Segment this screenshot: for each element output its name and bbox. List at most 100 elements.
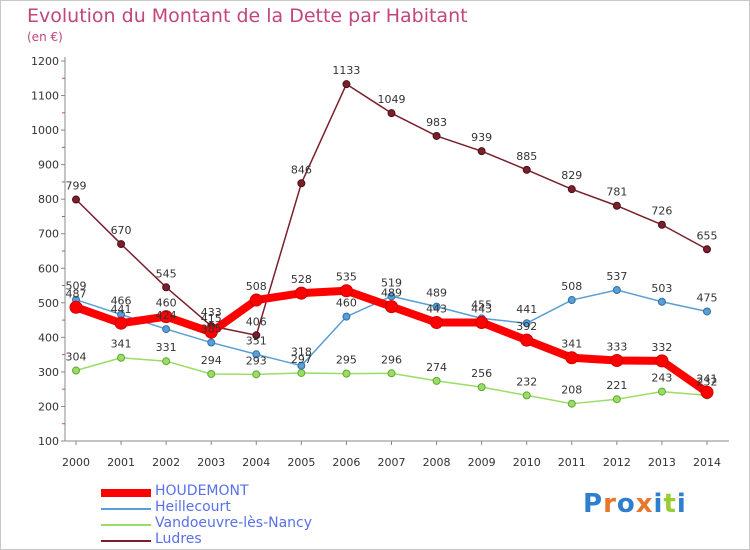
data-label-heillecourt: 351	[246, 334, 267, 347]
data-label-heillecourt: 489	[426, 287, 447, 300]
data-point-vandoeuvre-l-s-nancy	[567, 399, 576, 408]
data-point-houdemont	[700, 385, 714, 399]
data-point-heillecourt	[567, 296, 576, 305]
data-label-houdemont: 341	[561, 338, 582, 351]
proxiti-logo: Proxiti	[583, 489, 687, 519]
data-point-vandoeuvre-l-s-nancy	[612, 395, 621, 404]
y-tick-label: 200	[38, 400, 59, 413]
data-label-ludres: 829	[561, 169, 582, 182]
data-label-heillecourt: 537	[606, 270, 627, 283]
data-label-houdemont: 528	[291, 273, 312, 286]
data-point-houdemont	[204, 325, 218, 339]
data-point-ludres	[117, 240, 126, 249]
x-tick-label: 2000	[62, 456, 90, 469]
data-point-ludres	[522, 165, 531, 174]
x-tick-label: 2010	[513, 456, 541, 469]
data-point-houdemont	[385, 300, 398, 314]
data-point-ludres	[703, 245, 711, 254]
data-point-heillecourt	[297, 361, 306, 370]
data-point-houdemont	[610, 354, 624, 368]
data-point-heillecourt	[252, 350, 261, 359]
data-point-houdemont	[159, 310, 173, 324]
data-label-houdemont: 441	[111, 303, 132, 316]
data-point-ludres	[612, 201, 621, 210]
x-tick-label: 2014	[693, 456, 721, 469]
legend-swatch-vandoeuvre-l-s-nancy	[101, 524, 151, 526]
data-point-houdemont	[339, 284, 353, 298]
data-label-houdemont: 487	[66, 287, 87, 300]
data-point-vandoeuvre-l-s-nancy	[162, 357, 171, 366]
data-point-ludres	[342, 80, 351, 89]
data-label-heillecourt: 466	[111, 295, 132, 308]
data-point-houdemont	[430, 316, 444, 330]
data-label-heillecourt: 441	[516, 303, 537, 316]
x-tick-label: 2007	[378, 456, 406, 469]
data-point-heillecourt	[522, 319, 531, 328]
x-tick-label: 2011	[558, 456, 586, 469]
legend-swatch-heillecourt	[101, 508, 151, 510]
y-tick-label: 400	[38, 331, 59, 344]
data-label-vandoeuvre-l-s-nancy: 297	[291, 353, 312, 366]
x-tick-label: 2006	[332, 456, 360, 469]
legend-swatch-houdemont	[101, 489, 151, 497]
data-label-vandoeuvre-l-s-nancy: 294	[201, 354, 222, 367]
logo-letter: i	[676, 489, 687, 519]
data-label-heillecourt: 509	[66, 280, 87, 293]
data-point-houdemont	[249, 293, 263, 307]
data-label-ludres: 983	[426, 116, 447, 129]
data-label-houdemont: 241	[697, 372, 718, 385]
data-point-vandoeuvre-l-s-nancy	[387, 369, 396, 378]
data-point-vandoeuvre-l-s-nancy	[207, 369, 216, 378]
data-label-vandoeuvre-l-s-nancy: 232	[516, 375, 537, 388]
x-tick-label: 2012	[603, 456, 631, 469]
legend-label-vandoeuvre-l-s-nancy: Vandoeuvre-lès-Nancy	[155, 515, 313, 531]
data-point-vandoeuvre-l-s-nancy	[522, 391, 531, 400]
data-point-houdemont	[655, 354, 669, 368]
data-label-heillecourt: 424	[156, 309, 177, 322]
plot-area	[65, 57, 729, 441]
data-label-vandoeuvre-l-s-nancy: 243	[651, 372, 672, 385]
data-point-ludres	[72, 195, 80, 204]
data-label-vandoeuvre-l-s-nancy: 256	[471, 367, 492, 380]
data-point-houdemont	[114, 316, 128, 330]
y-tick-label: 700	[38, 228, 59, 241]
data-label-ludres: 939	[471, 131, 492, 144]
logo-letter: o	[616, 489, 636, 519]
data-point-heillecourt	[162, 325, 171, 334]
x-tick-label: 2013	[648, 456, 676, 469]
data-label-houdemont: 443	[471, 303, 492, 316]
data-label-vandoeuvre-l-s-nancy: 274	[426, 361, 447, 374]
y-tick-label: 900	[38, 159, 59, 172]
chart-title: Evolution du Montant de la Dette par Hab…	[27, 5, 468, 27]
y-tick-label: 1100	[31, 90, 59, 103]
data-label-ludres: 545	[156, 267, 177, 280]
legend-label-houdemont: HOUDEMONT	[155, 483, 249, 499]
x-tick-label: 2009	[468, 456, 496, 469]
data-point-ludres	[162, 283, 171, 292]
data-label-vandoeuvre-l-s-nancy: 304	[66, 351, 87, 364]
data-point-heillecourt	[432, 302, 441, 311]
data-label-ludres: 846	[291, 163, 312, 176]
data-point-ludres	[657, 220, 666, 229]
data-label-vandoeuvre-l-s-nancy: 295	[336, 354, 357, 367]
data-label-heillecourt: 503	[651, 282, 672, 295]
data-label-heillecourt: 385	[201, 323, 222, 336]
y-tick-label: 1200	[31, 55, 59, 68]
data-point-heillecourt	[342, 312, 351, 321]
data-label-ludres: 799	[66, 180, 87, 193]
data-label-houdemont: 508	[246, 280, 267, 293]
logo-letter: t	[663, 489, 677, 519]
logo-letter: i	[653, 489, 664, 519]
data-label-ludres: 726	[651, 205, 672, 218]
data-point-heillecourt	[207, 338, 216, 347]
legend-label-ludres: Ludres	[155, 531, 202, 547]
data-label-vandoeuvre-l-s-nancy: 208	[561, 384, 582, 397]
data-label-houdemont: 333	[606, 341, 627, 354]
data-label-ludres: 406	[246, 315, 267, 328]
data-label-vandoeuvre-l-s-nancy: 221	[606, 379, 627, 392]
data-label-houdemont: 460	[156, 297, 177, 310]
x-tick-label: 2005	[287, 456, 315, 469]
y-tick-label: 500	[38, 297, 59, 310]
data-label-ludres: 1133	[332, 64, 360, 77]
